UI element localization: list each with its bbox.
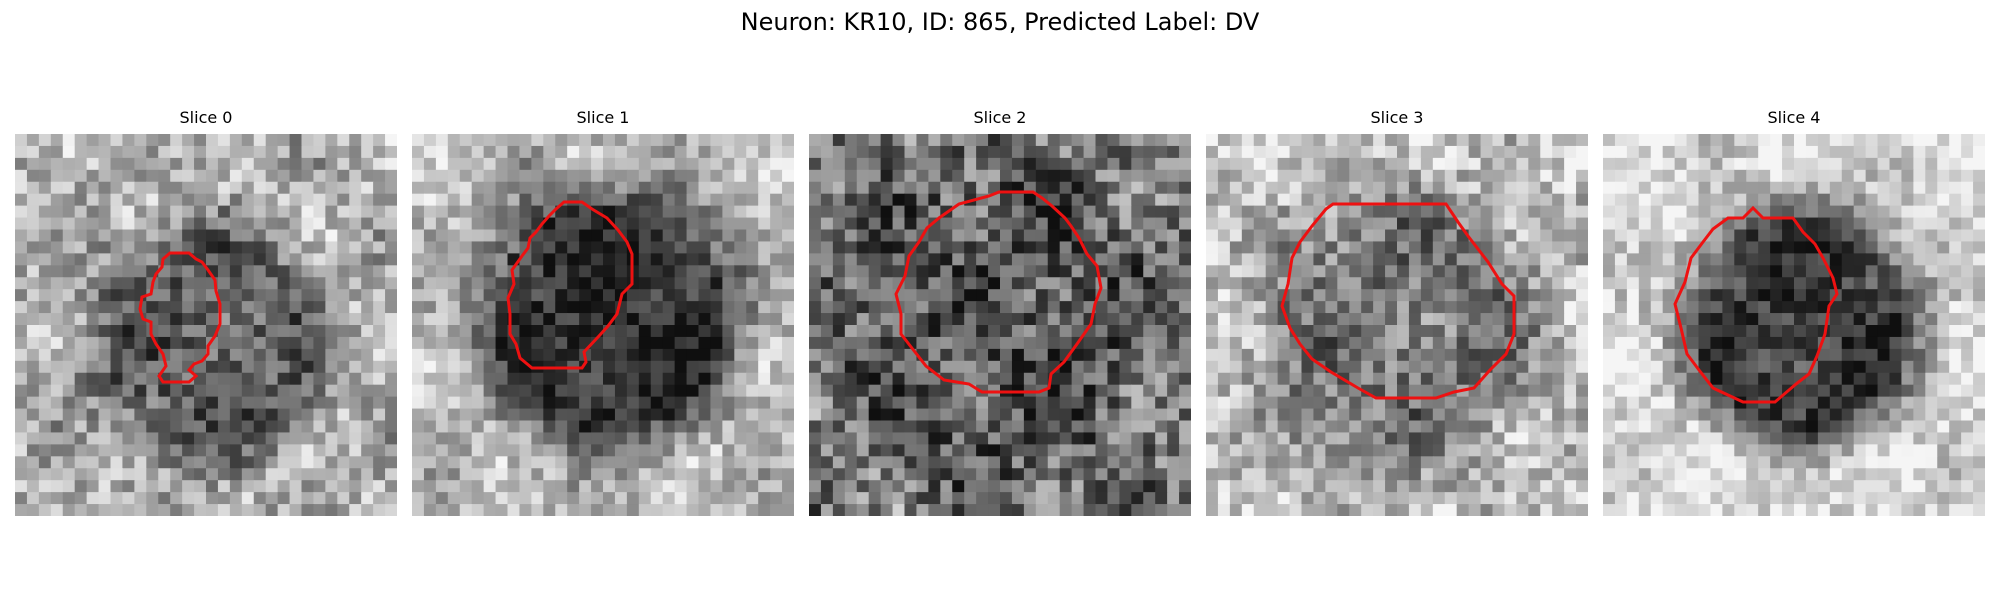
cell-outline <box>138 251 222 384</box>
slice-image <box>15 134 397 516</box>
slice-title: Slice 2 <box>973 108 1027 127</box>
slice-image <box>1603 134 1985 516</box>
slice-image <box>1206 134 1588 516</box>
slice-title: Slice 3 <box>1370 108 1424 127</box>
cell-outline <box>1673 205 1839 404</box>
cell-outline <box>506 200 634 370</box>
slice-title: Slice 4 <box>1767 108 1821 127</box>
slice-title: Slice 0 <box>179 108 233 127</box>
slice-title: Slice 1 <box>576 108 630 127</box>
cell-outline <box>1280 202 1516 400</box>
slice-image <box>809 134 1191 516</box>
slice-image <box>412 134 794 516</box>
figure-title: Neuron: KR10, ID: 865, Predicted Label: … <box>740 8 1260 36</box>
cell-outline <box>894 190 1103 394</box>
